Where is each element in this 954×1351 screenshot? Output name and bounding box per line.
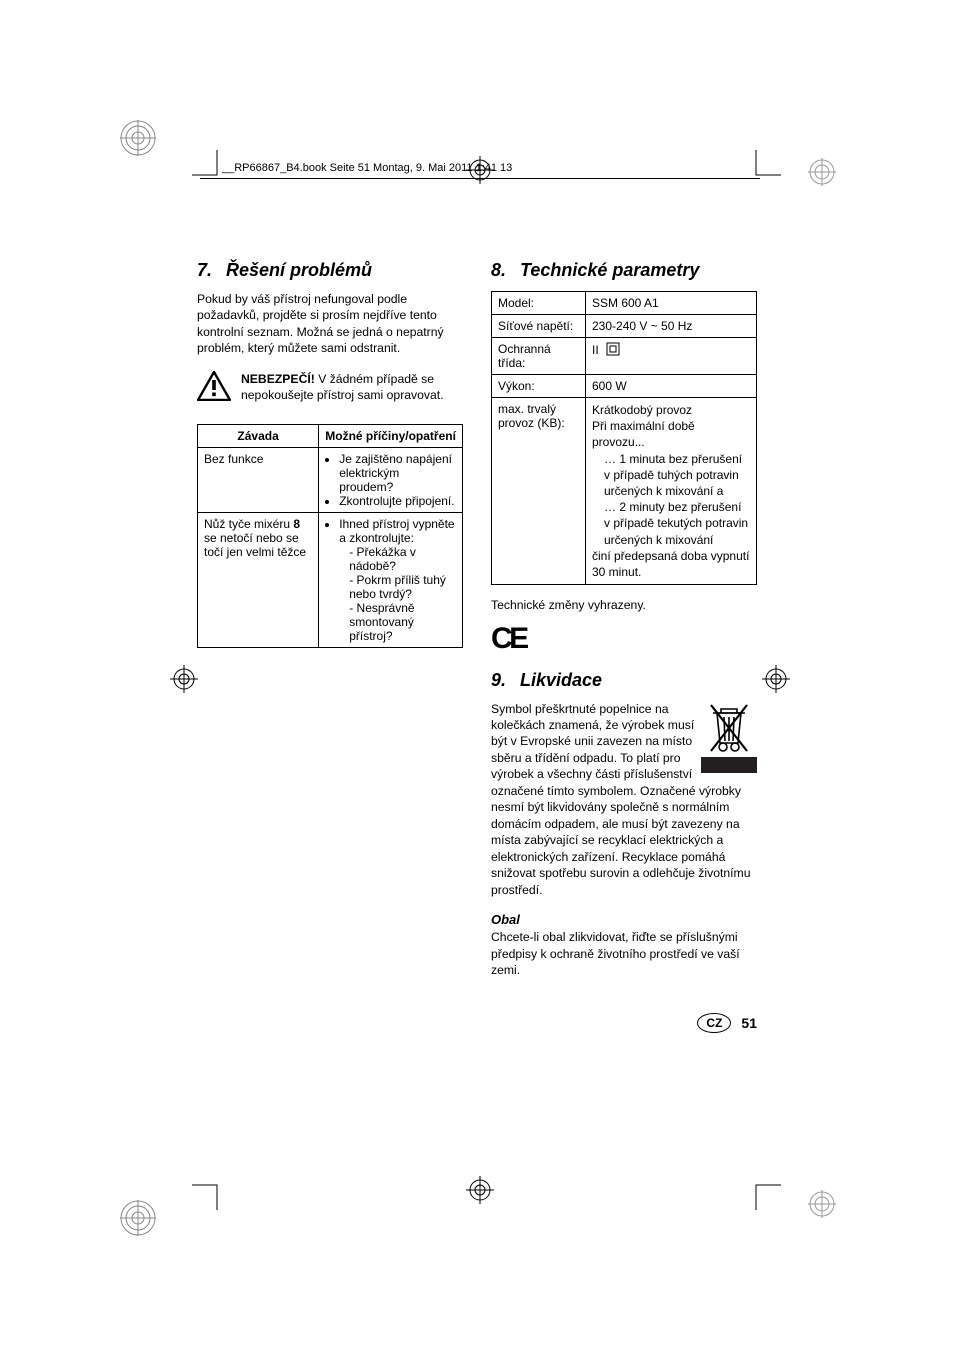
spec-label: Ochranná třída:: [492, 338, 586, 375]
page-number: 51: [741, 1015, 757, 1031]
obal-text: Chcete-li obal zlikvidovat, řiďte se pří…: [491, 929, 757, 978]
cause-subitem: Nesprávně smontovaný přístroj?: [349, 601, 456, 643]
reg-mark-outer-br: [808, 1190, 836, 1218]
crop-mark-bl: [192, 1180, 222, 1210]
weee-bin-icon: [701, 701, 757, 778]
section-8-num: 8.: [491, 260, 506, 280]
page-content: 7. Řešení problémů Pokud by váš přístroj …: [197, 260, 757, 1033]
section-8-heading: 8. Technické parametry: [491, 260, 757, 281]
crop-mark-tr: [751, 150, 781, 180]
crop-mark-tl: [192, 150, 222, 180]
cause-lead: Ihned přístroj vypněte a zkontrolujte:: [339, 517, 454, 545]
spec-table: Model: SSM 600 A1 Síťové napětí: 230-240…: [491, 291, 757, 585]
cause-subitem: Překážka v nádobě?: [349, 545, 456, 573]
warning-block: NEBEZPEČÍ! V žádném případě se nepokouše…: [197, 371, 463, 406]
disposal-block: Symbol přeškrtnuté popelnice na kolečkác…: [491, 701, 757, 905]
section-7-intro: Pokud by váš přístroj nefungoval podle p…: [197, 291, 463, 357]
fault-text: se netočí nebo se točí jen velmi těžce: [204, 531, 306, 559]
section-7-title: Řešení problémů: [226, 260, 372, 280]
fault-cell: Bez funkce: [198, 447, 319, 512]
kb-line: … 1 minuta bez přerušení v případě tuhýc…: [592, 451, 750, 500]
ce-mark-icon: C E: [491, 624, 757, 654]
cause-item: Ihned přístroj vypněte a zkontrolujte: P…: [339, 517, 456, 643]
left-column: 7. Řešení problémů Pokud by váš přístroj …: [197, 260, 463, 1033]
troubleshoot-table: Závada Možné příčiny/opatření Bez funkce…: [197, 424, 463, 648]
part-ref: 8: [293, 517, 300, 531]
section-9-heading: 9. Likvidace: [491, 670, 757, 691]
kb-line: … 2 minuty bez přerušení v případě tekut…: [592, 499, 750, 548]
reg-mark-outer-tr: [808, 158, 836, 186]
th-cause: Možné příčiny/opatření: [319, 424, 463, 447]
cause-item: Zkontrolujte připojení.: [339, 494, 456, 508]
right-column: 8. Technické parametry Model: SSM 600 A1 …: [491, 260, 757, 1033]
page-footer: CZ 51: [491, 1013, 757, 1033]
cause-cell: Ihned přístroj vypněte a zkontrolujte: P…: [319, 512, 463, 647]
section-8-title: Technické parametry: [520, 260, 699, 280]
table-row: max. trvalý provoz (KB): Krátkodobý prov…: [492, 398, 757, 585]
reg-mark-bottom: [466, 1176, 494, 1209]
fault-text: Nůž tyče mixéru: [204, 517, 293, 531]
obal-heading: Obal: [491, 912, 757, 927]
section-7-num: 7.: [197, 260, 212, 280]
region-badge: CZ: [697, 1013, 731, 1033]
spec-value: Krátkodobý provoz Při maximální době pro…: [586, 398, 757, 585]
table-row: Model: SSM 600 A1: [492, 292, 757, 315]
section-7-heading: 7. Řešení problémů: [197, 260, 463, 281]
reg-mark-outer-tl: [120, 120, 156, 156]
reg-mark-outer-bl: [120, 1200, 156, 1236]
fault-cell: Nůž tyče mixéru 8 se netočí nebo se točí…: [198, 512, 319, 647]
warning-text: NEBEZPEČÍ! V žádném případě se nepokouše…: [241, 371, 463, 406]
warning-icon: [197, 371, 231, 406]
kb-line: Krátkodobý provoz: [592, 402, 750, 418]
spec-value: 230-240 V ~ 50 Hz: [586, 315, 757, 338]
reg-mark-left: [170, 665, 198, 698]
warning-label: NEBEZPEČÍ!: [241, 372, 315, 386]
table-row: Síťové napětí: 230-240 V ~ 50 Hz: [492, 315, 757, 338]
spec-value: SSM 600 A1: [586, 292, 757, 315]
class-value: II: [592, 343, 599, 357]
book-header-line: __RP66867_B4.book Seite 51 Montag, 9. Ma…: [222, 162, 512, 174]
kb-line: Při maximální době provozu...: [592, 418, 750, 450]
tech-note: Technické změny vyhrazeny.: [491, 597, 757, 613]
header-rule: [200, 178, 760, 179]
kb-line: činí předepsaná doba vypnutí 30 minut.: [592, 548, 750, 580]
table-row: Nůž tyče mixéru 8 se netočí nebo se točí…: [198, 512, 463, 647]
cause-item: Je zajištěno napájení elektrickým proude…: [339, 452, 456, 494]
table-row: Výkon: 600 W: [492, 375, 757, 398]
spec-label: Síťové napětí:: [492, 315, 586, 338]
table-row: Ochranná třída: II: [492, 338, 757, 375]
spec-label: Výkon:: [492, 375, 586, 398]
double-insulation-icon: [606, 342, 620, 359]
cause-cell: Je zajištěno napájení elektrickým proude…: [319, 447, 463, 512]
spec-label: Model:: [492, 292, 586, 315]
spec-value: II: [586, 338, 757, 375]
spec-value: 600 W: [586, 375, 757, 398]
crop-mark-br: [751, 1180, 781, 1210]
cause-subitem: Pokrm příliš tuhý nebo tvrdý?: [349, 573, 456, 601]
th-fault: Závada: [198, 424, 319, 447]
section-9-title: Likvidace: [520, 670, 602, 690]
section-9-num: 9.: [491, 670, 506, 690]
table-row: Bez funkce Je zajištěno napájení elektri…: [198, 447, 463, 512]
spec-label: max. trvalý provoz (KB):: [492, 398, 586, 585]
reg-mark-right: [762, 665, 790, 698]
